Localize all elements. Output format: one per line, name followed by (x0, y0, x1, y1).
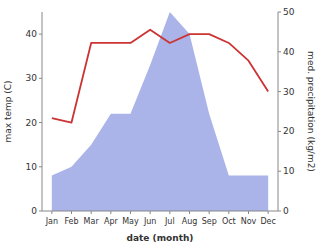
y2-tick (278, 12, 281, 13)
x-tick-label: May (122, 217, 139, 226)
y-tick (39, 34, 42, 35)
y2-tick-label: 40 (283, 47, 295, 57)
x-tick-label: Jun (143, 217, 157, 226)
y-tick (39, 122, 42, 123)
y2-tick (278, 171, 281, 172)
x-tick-label: Dec (260, 217, 275, 226)
y2-tick (278, 131, 281, 132)
y2-tick-label: 30 (283, 87, 295, 97)
x-tick-label: Nov (241, 217, 257, 226)
precipitation-area (52, 12, 268, 211)
y2-axis-line (278, 12, 279, 211)
y2-tick (278, 211, 281, 212)
x-tick (71, 211, 72, 214)
plot-area (52, 12, 268, 211)
x-tick-label: Mar (84, 217, 100, 226)
x-tick-label: Sep (202, 217, 217, 226)
y2-axis-label: med. precipitation (kg/m2) (306, 51, 316, 172)
x-tick (189, 211, 190, 214)
y-axis-label: max temp (C) (3, 80, 13, 142)
y-tick (39, 166, 42, 167)
chart-container: 0 10 20 30 40 0 10 20 30 40 50 Jan Feb Mar AprMay Jun Ju… (0, 0, 318, 247)
x-tick (130, 211, 131, 214)
y2-tick-label: 10 (283, 166, 295, 176)
y-tick-label: 0 (31, 206, 37, 216)
y-tick-label: 10 (26, 162, 38, 172)
x-tick (209, 211, 210, 214)
x-tick (228, 211, 229, 214)
y-tick (39, 211, 42, 212)
y2-tick-label: 50 (283, 7, 295, 17)
x-tick-label: Oct (222, 217, 236, 226)
y-axis-line (42, 12, 43, 211)
y2-tick (278, 91, 281, 92)
y2-tick (278, 51, 281, 52)
x-tick-label: Apr (104, 217, 119, 226)
y-tick-label: 40 (26, 29, 38, 39)
x-tick (110, 211, 111, 214)
x-tick (51, 211, 52, 214)
x-tick (91, 211, 92, 214)
x-tick-label: Jul (164, 217, 175, 226)
x-tick-label: Aug (182, 217, 198, 226)
y-tick (39, 78, 42, 79)
x-tick (169, 211, 170, 214)
y2-tick-label: 0 (283, 206, 289, 216)
x-tick (150, 211, 151, 214)
chart-svg: 0 10 20 30 40 0 10 20 30 40 50 Jan Feb Mar AprMay Jun Ju… (0, 0, 318, 247)
y2-tick-label: 20 (283, 126, 295, 136)
x-tick-label: Feb (64, 217, 78, 226)
y-tick-label: 20 (26, 118, 38, 128)
temperature-line (52, 30, 268, 123)
y-tick-label: 30 (26, 73, 38, 83)
x-tick (248, 211, 249, 214)
x-tick-label: Jan (45, 217, 58, 226)
x-axis-label: date (month) (127, 233, 194, 243)
x-tick (268, 211, 269, 214)
x-axis-line (42, 211, 278, 212)
